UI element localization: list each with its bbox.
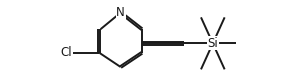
Text: N: N bbox=[116, 6, 125, 19]
Text: Cl: Cl bbox=[60, 46, 72, 59]
Text: Si: Si bbox=[207, 37, 218, 50]
